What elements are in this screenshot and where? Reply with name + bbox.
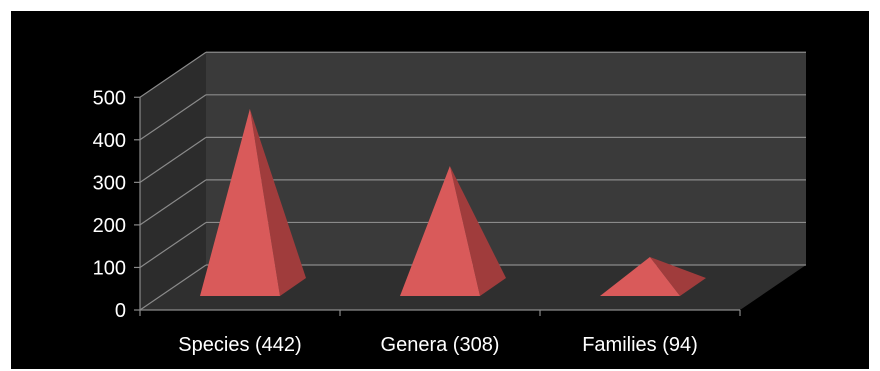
y-tick-label: 500 bbox=[93, 87, 126, 109]
side-wall bbox=[140, 52, 206, 310]
gridline-side bbox=[139, 136, 207, 183]
axes bbox=[134, 96, 741, 316]
x-tick-label: Genera (308) bbox=[381, 334, 500, 356]
x-tick-label: Species (442) bbox=[178, 334, 301, 356]
x-axis-tick-labels: Species (442) Genera (308) Families (94) bbox=[178, 334, 697, 356]
data-pyramids bbox=[200, 108, 706, 296]
pyramid-0 bbox=[200, 108, 306, 296]
gridline-side bbox=[139, 179, 207, 226]
gridline-side bbox=[139, 221, 207, 268]
back-wall bbox=[206, 52, 806, 265]
pyramid-1 bbox=[400, 165, 506, 296]
pyramid-2 bbox=[600, 257, 706, 296]
y-tick-label: 0 bbox=[115, 300, 126, 322]
x-tick-label: Families (94) bbox=[582, 334, 698, 356]
gridline-side bbox=[139, 51, 207, 98]
pyramid-side-face bbox=[449, 165, 506, 296]
pyramid-side-face bbox=[649, 257, 706, 296]
y-tick-label: 100 bbox=[93, 257, 126, 279]
gridlines bbox=[139, 51, 806, 311]
y-axis-tick-labels: 0 100 200 300 400 500 bbox=[93, 87, 126, 322]
pyramid-front-face bbox=[600, 257, 680, 296]
gridline-side bbox=[139, 94, 207, 141]
y-tick-label: 300 bbox=[93, 172, 126, 194]
y-tick-label: 400 bbox=[93, 130, 126, 152]
y-tick-label: 200 bbox=[93, 215, 126, 237]
pyramid-front-face bbox=[400, 165, 480, 296]
pyramid-front-face bbox=[200, 108, 280, 296]
pyramid-side-face bbox=[249, 108, 306, 296]
gridline-side bbox=[139, 264, 207, 311]
